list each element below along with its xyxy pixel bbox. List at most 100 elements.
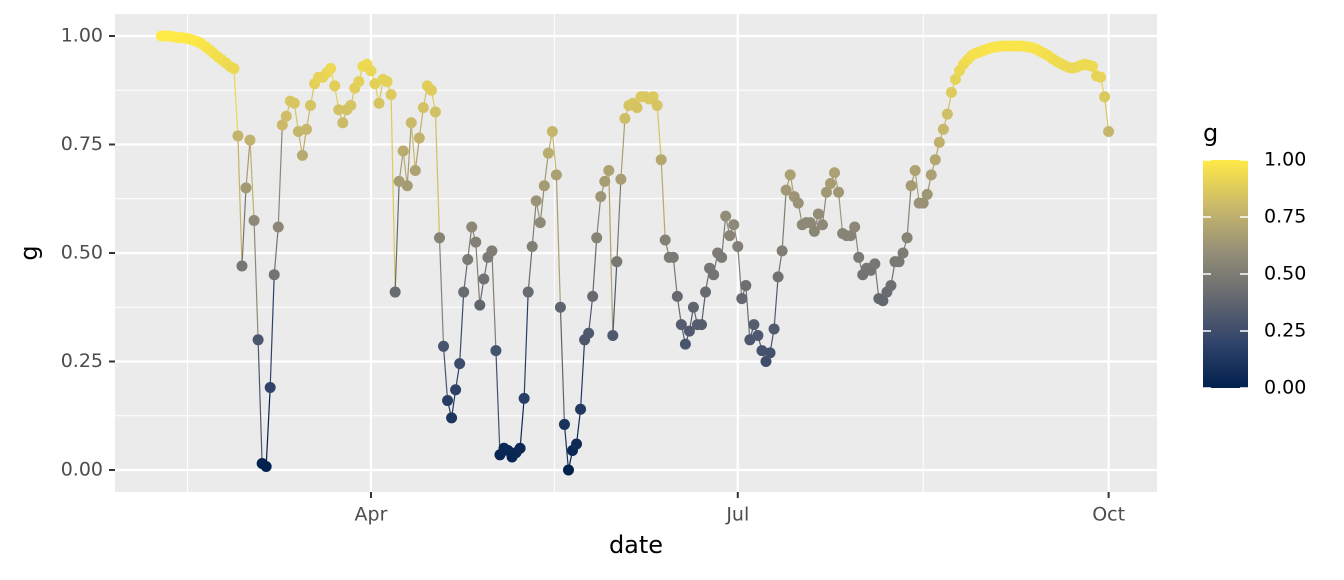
point: [337, 117, 348, 128]
x-axis-title: date: [609, 531, 663, 559]
point: [587, 291, 598, 302]
y-tick-label: 0.75: [61, 133, 103, 155]
point: [253, 334, 264, 345]
point: [603, 165, 614, 176]
point: [269, 269, 280, 280]
point: [261, 461, 272, 472]
point: [652, 100, 663, 111]
point: [769, 323, 780, 334]
point: [728, 219, 739, 230]
point: [700, 287, 711, 298]
point: [1095, 72, 1106, 83]
point: [374, 98, 385, 109]
point: [696, 319, 707, 330]
point: [474, 300, 485, 311]
point: [906, 180, 917, 191]
point: [1103, 126, 1114, 137]
point: [265, 382, 276, 393]
point: [817, 219, 828, 230]
point: [466, 221, 477, 232]
y-axis-title: g: [15, 245, 43, 260]
point: [478, 274, 489, 285]
point: [289, 98, 300, 109]
point: [430, 106, 441, 117]
point: [490, 345, 501, 356]
point: [458, 287, 469, 298]
point: [724, 230, 735, 241]
point: [720, 211, 731, 222]
point: [688, 302, 699, 313]
point: [632, 102, 643, 113]
point: [575, 404, 586, 415]
point: [353, 76, 364, 87]
point: [930, 154, 941, 165]
point: [793, 198, 804, 209]
point: [551, 169, 562, 180]
point: [543, 148, 554, 159]
point: [615, 174, 626, 185]
point: [591, 232, 602, 243]
point: [777, 245, 788, 256]
point: [329, 80, 340, 91]
point: [656, 154, 667, 165]
x-tick-label: Oct: [1092, 504, 1125, 526]
point: [672, 291, 683, 302]
point: [406, 117, 417, 128]
point: [660, 234, 671, 245]
point: [942, 109, 953, 120]
point: [414, 132, 425, 143]
point: [563, 464, 574, 475]
point: [869, 258, 880, 269]
point: [599, 176, 610, 187]
point: [365, 65, 376, 76]
point: [619, 113, 630, 124]
point: [249, 215, 260, 226]
point: [418, 102, 429, 113]
point: [398, 146, 409, 157]
point: [273, 221, 284, 232]
point: [241, 182, 252, 193]
colorbar-label: 1.00: [1264, 149, 1306, 171]
point: [535, 217, 546, 228]
point: [446, 412, 457, 423]
point: [236, 261, 247, 272]
point: [450, 384, 461, 395]
y-tick-label: 1.00: [61, 25, 103, 47]
point: [531, 195, 542, 206]
point: [611, 256, 622, 267]
point: [547, 126, 558, 137]
point: [454, 358, 465, 369]
point: [486, 245, 497, 256]
point: [708, 269, 719, 280]
point: [583, 328, 594, 339]
point: [232, 130, 243, 141]
y-tick-label: 0.25: [61, 350, 103, 372]
point: [785, 169, 796, 180]
y-tick-label: 0.50: [61, 242, 103, 264]
colorbar-label: 0.25: [1264, 320, 1306, 342]
point: [829, 167, 840, 178]
point: [1087, 61, 1098, 72]
point: [938, 124, 949, 135]
point: [390, 287, 401, 298]
y-tick-label: 0.00: [61, 458, 103, 480]
point: [595, 191, 606, 202]
point: [813, 208, 824, 219]
point: [765, 347, 776, 358]
point: [926, 169, 937, 180]
point: [382, 76, 393, 87]
point: [833, 187, 844, 198]
x-tick-label: Jul: [725, 504, 749, 526]
point: [716, 252, 727, 263]
point: [410, 165, 421, 176]
point: [825, 178, 836, 189]
point: [668, 252, 679, 263]
point: [773, 271, 784, 282]
point: [245, 135, 256, 146]
point: [748, 319, 759, 330]
point: [515, 443, 526, 454]
point: [740, 280, 751, 291]
point: [297, 150, 308, 161]
point: [519, 393, 530, 404]
